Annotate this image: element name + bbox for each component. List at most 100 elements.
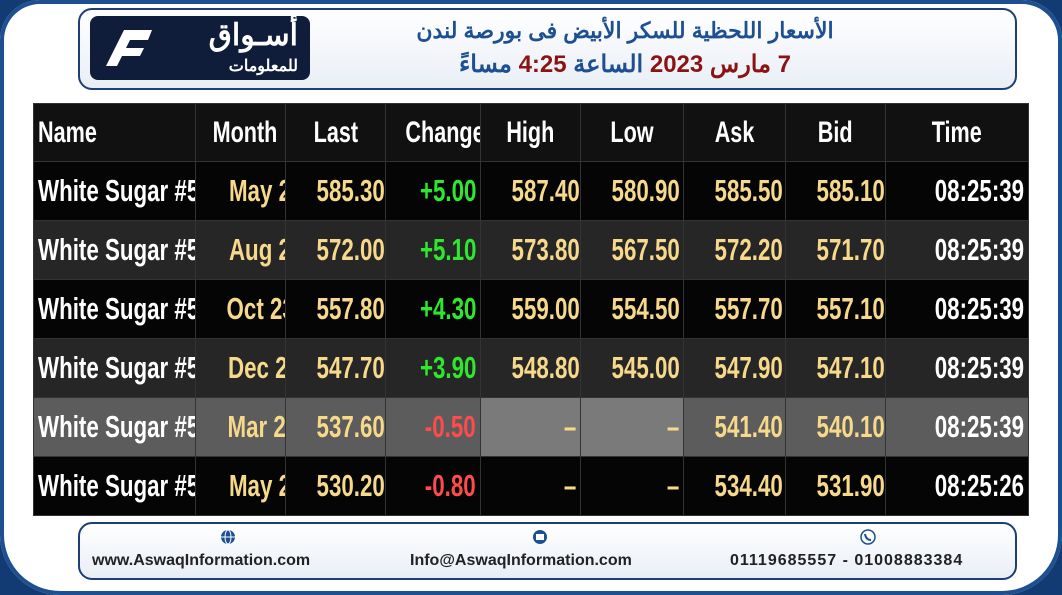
cell-text: 545.00	[611, 350, 680, 385]
table-cell: White Sugar #5	[33, 456, 196, 516]
table-cell: 572.00	[285, 220, 386, 280]
cell-text: 547.10	[816, 350, 885, 385]
table-cell: White Sugar #5	[33, 279, 196, 339]
table-cell: 571.70	[785, 220, 886, 280]
cell-text: 572.20	[714, 232, 783, 267]
time: 4:25	[518, 51, 567, 78]
table-cell: 573.80	[480, 220, 581, 280]
header: أسـواق للمعلومات الأسعار اللحظية للسكر ا…	[78, 8, 1017, 90]
logo-name: أسـواق	[208, 19, 298, 52]
table-cell: White Sugar #5	[33, 161, 196, 221]
table-cell: 530.20	[285, 456, 386, 516]
price-table: Name Month Last Change High Low Ask Bid Time Whi…	[33, 103, 1029, 516]
column-header: Bid	[785, 103, 886, 162]
table-cell: +5.10	[385, 220, 481, 280]
cell-text: White Sugar #5	[38, 291, 196, 326]
column-header: Ask	[683, 103, 786, 162]
cell-text: 557.10	[816, 291, 885, 326]
table-cell: 08:25:39	[885, 161, 1029, 221]
cell-text: 531.90	[816, 468, 885, 503]
mail-icon	[533, 530, 547, 544]
website: www.AswaqInformation.com	[92, 552, 311, 569]
cell-text: –	[563, 409, 576, 444]
table-cell: 585.30	[285, 161, 386, 221]
header-text: Bid	[818, 115, 853, 149]
table-cell: 547.10	[785, 338, 886, 398]
logo-mark	[106, 30, 152, 66]
cell-text: 547.70	[316, 350, 385, 385]
cell-text: May 24	[228, 468, 285, 503]
table-cell: +5.00	[385, 161, 481, 221]
table-cell: –	[480, 456, 581, 516]
phone-icon	[860, 529, 876, 545]
column-header: Change	[385, 103, 481, 162]
table-cell: +3.90	[385, 338, 481, 398]
table-cell: Mar 24	[195, 397, 286, 457]
header-text: Low	[610, 115, 654, 149]
table-cell: White Sugar #5	[33, 220, 196, 280]
cell-text: 559.00	[511, 291, 580, 326]
table-cell: 08:25:26	[885, 456, 1029, 516]
table-cell: 537.60	[285, 397, 386, 457]
cell-text: White Sugar #5	[38, 173, 196, 208]
table-cell: 557.80	[285, 279, 386, 339]
cell-text: –	[666, 468, 679, 503]
title: الأسعار اللحظية للسكر الأبيض فى بورصة لن…	[416, 18, 834, 43]
table-cell: 567.50	[580, 220, 684, 280]
table-cell: White Sugar #5	[33, 338, 196, 398]
table-cell: –	[580, 456, 684, 516]
table-cell: -0.50	[385, 397, 481, 457]
table-cell: 585.50	[683, 161, 786, 221]
table-cell: -0.80	[385, 456, 481, 516]
phones: 01119685557 - 01008883384	[730, 552, 964, 569]
cell-text: White Sugar #5	[38, 350, 196, 385]
column-header: Name	[33, 103, 196, 162]
cell-text: 572.00	[316, 232, 385, 267]
table-cell: 547.90	[683, 338, 786, 398]
table-row: White Sugar #5 Oct 23 557.80 +4.30 559.00 554…	[33, 279, 1029, 339]
table-cell: 08:25:39	[885, 220, 1029, 280]
table-cell: Dec 23	[195, 338, 286, 398]
cell-text: +3.90	[419, 350, 476, 385]
cell-text: 585.30	[316, 173, 385, 208]
cell-text: 585.10	[816, 173, 885, 208]
table-cell: 548.80	[480, 338, 581, 398]
cell-text: –	[666, 409, 679, 444]
table-cell: Oct 23	[195, 279, 286, 339]
table-cell: 557.70	[683, 279, 786, 339]
column-header: Month	[195, 103, 286, 162]
table-cell: 554.50	[580, 279, 684, 339]
period: مساءً	[459, 51, 512, 78]
table-cell: 541.40	[683, 397, 786, 457]
cell-text: -0.80	[425, 468, 476, 503]
cell-text: 554.50	[611, 291, 680, 326]
cell-text: May 23	[228, 173, 285, 208]
footer: www.AswaqInformation.com Info@AswaqInfor…	[78, 522, 1017, 580]
cell-text: -0.50	[425, 409, 476, 444]
table-cell: 545.00	[580, 338, 684, 398]
cell-text: 557.70	[714, 291, 783, 326]
column-header: High	[480, 103, 581, 162]
table-cell: Aug 23	[195, 220, 286, 280]
table-row: White Sugar #5 May 23 585.30 +5.00 587.40 580…	[33, 161, 1029, 221]
table-cell: 08:25:39	[885, 338, 1029, 398]
header-text: Ask	[714, 115, 755, 149]
cell-text: Mar 24	[227, 409, 286, 444]
table-row: White Sugar #5 Dec 23 547.70 +3.90 548.80 545…	[33, 338, 1029, 398]
table-cell: –	[480, 397, 581, 457]
table-cell: 585.10	[785, 161, 886, 221]
header-text: Time	[931, 115, 983, 149]
table-cell: White Sugar #5	[33, 397, 196, 457]
table-cell: 531.90	[785, 456, 886, 516]
cell-text: 08:25:26	[934, 468, 1024, 503]
cell-text: 08:25:39	[934, 291, 1024, 326]
cell-text: 585.50	[714, 173, 783, 208]
cell-text: 08:25:39	[934, 350, 1024, 385]
header-text: High	[506, 115, 555, 149]
column-header: Low	[580, 103, 684, 162]
cell-text: 530.20	[316, 468, 385, 503]
cell-text: Dec 23	[227, 350, 285, 385]
cell-text: 580.90	[611, 173, 680, 208]
